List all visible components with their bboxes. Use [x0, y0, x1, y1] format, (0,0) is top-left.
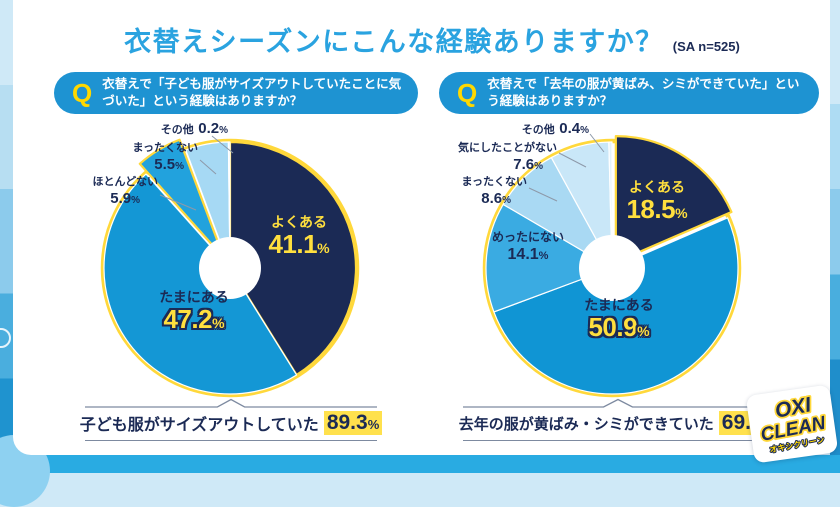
label-tamaniaru: たまにある 47.2%: [159, 289, 229, 335]
pie-slice-たまにある: [103, 173, 298, 395]
pie-outline-ring: [482, 138, 742, 398]
summary-value-left: 89.3%: [323, 411, 383, 436]
page-title: 衣替えシーズンにこんな経験ありますか？: [124, 27, 664, 57]
question-pill-right: Q 衣替えで「去年の服が黄ばみ、シミができていた」という経験はありますか？: [439, 72, 819, 114]
pie-chart-left: [100, 135, 360, 398]
result-left: 子ども服がサイズアウトしていた 89.3%: [80, 398, 383, 442]
pie-slice-めったにない: [485, 203, 613, 313]
panel-kids-clothes: Q 衣替えで「子ども服がサイズアウトしていたことに気づいた」という経験はあります…: [40, 68, 430, 443]
bottom-strip-decoration: [0, 455, 840, 473]
q-mark-icon: Q: [457, 77, 478, 108]
question-pill-left: Q 衣替えで「子ども服がサイズアウトしていたことに気づいた」という経験はあります…: [54, 72, 418, 114]
pie-area-right: その他 0.4% 気にしたことがない 7.6% まったくない 8.6% めったに…: [435, 118, 825, 408]
bracket-line: [463, 398, 773, 408]
label-mattakunai: まったくない 8.6%: [461, 176, 527, 208]
label-hotondonai: ほとんどない 5.9%: [92, 176, 158, 208]
leader-line-sonota: [211, 135, 234, 154]
label-mattakunai: まったくない 5.5%: [132, 142, 198, 174]
bracket-bottom-line: [85, 440, 377, 442]
label-sonota: その他 0.2%: [160, 120, 228, 137]
question-text-right: 衣替えで「去年の服が黄ばみ、シミができていた」という経験はありますか？: [487, 77, 800, 108]
bracket-bottom-line: [463, 440, 773, 442]
pie-donut-hole: [579, 235, 645, 301]
right-step-decoration: [830, 0, 840, 473]
label-tamaniaru: たまにある 50.9%: [584, 297, 654, 343]
leader-line-kinishita: [558, 152, 587, 168]
pie-donut-hole: [199, 237, 261, 299]
leader-line-sonota: [589, 133, 605, 153]
sample-size-note: (SA n=525): [672, 39, 740, 54]
label-yokuaru: よくある 41.1%: [268, 214, 330, 260]
q-mark-icon: Q: [72, 77, 93, 108]
pie-area-left: その他 0.2% まったくない 5.5% ほとんどない 5.9% よくある 41…: [40, 118, 430, 408]
pie-slice-たまにある: [493, 217, 739, 395]
label-kinishitakotoganai: 気にしたことがない 7.6%: [458, 142, 557, 174]
summary-row-left: 子ども服がサイズアウトしていた 89.3%: [80, 411, 383, 436]
leader-line-hotondonai: [159, 194, 197, 211]
panel-stains: Q 衣替えで「去年の服が黄ばみ、シミができていた」という経験はありますか？ その…: [435, 68, 825, 443]
summary-row-right: 去年の服が黄ばみ・シミができていた 69.4%: [459, 411, 778, 436]
question-text-left: 衣替えで「子ども服がサイズアウトしていたことに気づいた」という経験はありますか？: [102, 77, 402, 108]
pie-slice-ほとんどない: [138, 138, 225, 259]
leader-line-mattakunai: [528, 187, 558, 202]
result-right: 去年の服が黄ばみ・シミができていた 69.4%: [459, 398, 778, 442]
pie-slice-よくある: [614, 135, 733, 264]
pie-slice-よくある: [228, 140, 358, 377]
label-yokuaru: よくある 18.5%: [626, 179, 688, 225]
bracket-line: [85, 398, 377, 408]
pie-chart-right: [482, 133, 742, 398]
title-row: 衣替えシーズンにこんな経験ありますか？ (SA n=525): [12, 20, 840, 59]
leader-line-mattakunai: [199, 159, 217, 175]
pie-slice-その他: [227, 141, 231, 269]
left-wave-decoration: [0, 0, 14, 473]
oxiclean-logo: OXI CLEAN オキシクリーン: [745, 384, 839, 464]
label-mettaninai: めったにない 14.1%: [491, 230, 564, 264]
label-sonota: その他 0.4%: [521, 120, 589, 137]
